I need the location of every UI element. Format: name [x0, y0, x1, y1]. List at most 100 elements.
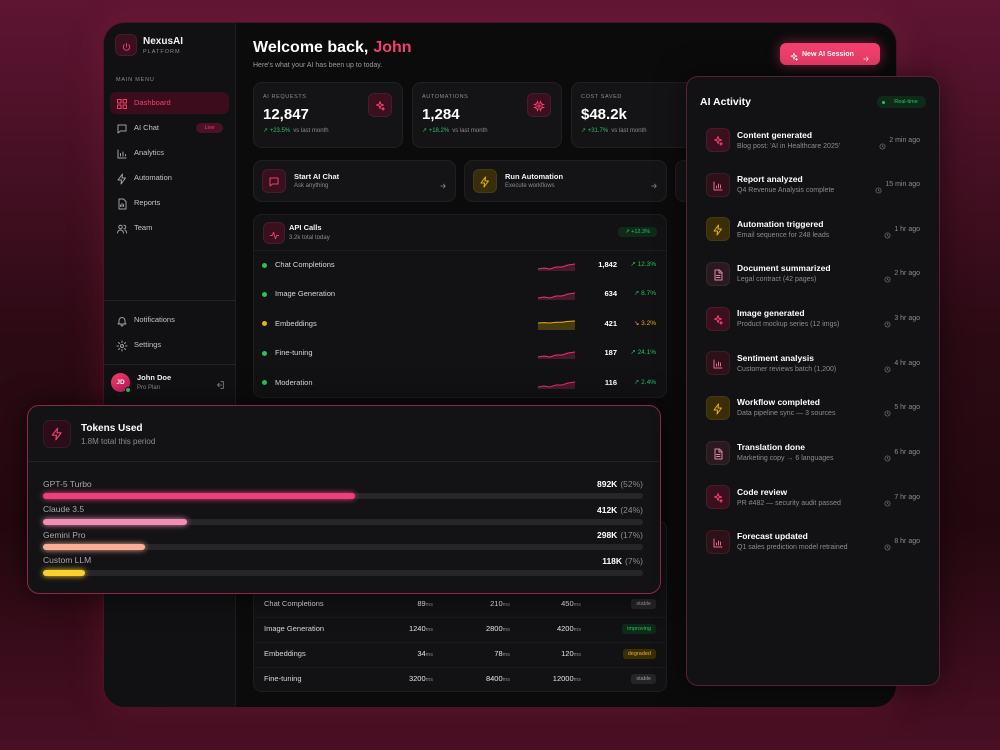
- api-row-change: ↗ 8.7%: [633, 290, 656, 298]
- sidebar-divider: [104, 364, 236, 365]
- sparkline-graphic: [537, 351, 576, 360]
- icon-glyph: [118, 198, 127, 210]
- sparkline-graphic: [537, 292, 576, 301]
- latency-cell: 2800ms: [310, 624, 510, 635]
- icon-glyph: [117, 173, 126, 185]
- tokens-title: Tokens Used: [81, 422, 143, 434]
- token-share: (24%): [620, 504, 643, 515]
- latency-value: 3200: [408, 674, 426, 683]
- token-share: (17%): [620, 530, 643, 540]
- nav-label: Reports: [134, 198, 161, 207]
- quick-action-card[interactable]: [253, 160, 456, 202]
- icon-glyph: [651, 183, 657, 189]
- latency-cell: 4200ms: [381, 624, 581, 635]
- activity-item-desc: Product mockup series (12 imgs): [737, 321, 840, 329]
- divider: [254, 250, 666, 251]
- icon: [116, 122, 128, 134]
- welcome-subtitle: Here's what your AI has been up to today…: [253, 61, 383, 69]
- nav-label: Team: [134, 223, 153, 232]
- icon-glyph: [116, 340, 128, 352]
- new-session-button[interactable]: [780, 43, 880, 65]
- activity-item-title: Image generated: [737, 308, 805, 319]
- activity-item-time: 1 hr ago: [894, 225, 920, 233]
- icon-glyph: [122, 42, 130, 51]
- quick-action-card[interactable]: [464, 160, 667, 202]
- icon-glyph: [51, 427, 62, 441]
- row-divider: [254, 666, 666, 668]
- latency-value: 34: [417, 649, 426, 658]
- icon: [712, 402, 724, 415]
- icon: [215, 377, 225, 389]
- token-model: Custom LLM: [43, 555, 92, 565]
- icon: [884, 360, 891, 373]
- icon: [268, 175, 280, 187]
- icon-glyph: [117, 224, 127, 234]
- action-title: Run Automation: [505, 172, 564, 181]
- icon-box: [706, 440, 730, 465]
- latency-cell: 3200ms: [233, 674, 433, 685]
- icon: [116, 314, 128, 327]
- icon-glyph: [884, 366, 891, 373]
- latency-unit: ms: [573, 652, 581, 658]
- icon-glyph: [714, 493, 723, 503]
- nav-label: Settings: [134, 340, 162, 349]
- token-bar: [43, 493, 355, 499]
- icon-glyph: [713, 403, 722, 415]
- icon-glyph: [117, 149, 127, 159]
- icon: [116, 172, 128, 185]
- token-model: Gemini Pro: [43, 529, 86, 540]
- sparkline: [537, 346, 576, 360]
- icon: [884, 538, 891, 551]
- icon: [374, 99, 386, 111]
- token-amount: 118K (7%): [243, 555, 643, 567]
- latency-name: Fine-tuning: [264, 674, 302, 683]
- latency-cell: 78ms: [310, 649, 510, 660]
- icon-glyph: [714, 269, 723, 281]
- icon-box: [706, 128, 730, 152]
- latency-unit: ms: [502, 677, 510, 683]
- activity-item-desc: Q4 Revenue Analysis complete: [737, 187, 835, 195]
- latency-value: 89: [417, 599, 426, 608]
- token-amount-value: 412K: [596, 504, 618, 515]
- action-title: Start AI Chat: [294, 172, 340, 181]
- icon-box: [706, 306, 730, 331]
- latency-value: 8400: [485, 674, 503, 683]
- brand-name: NexusAI: [143, 35, 184, 47]
- api-change: ↗ +12.3%: [625, 228, 650, 235]
- api-row-change: ↗ 24.1%: [630, 349, 656, 357]
- icon: [862, 50, 870, 62]
- stat-change: ↗ +23.5% vs last month: [263, 127, 329, 136]
- api-row-count: 634: [604, 289, 617, 299]
- latency-unit: ms: [425, 627, 433, 633]
- latency-unit: ms: [502, 627, 510, 633]
- api-row-change: ↘ 3.2%: [633, 319, 656, 327]
- icon: [116, 222, 128, 234]
- icon: [116, 147, 128, 159]
- api-row-name: Fine-tuning: [275, 348, 313, 358]
- icon: [116, 339, 128, 352]
- status-text: stable: [636, 601, 651, 607]
- icon: [712, 179, 724, 191]
- stat-change: ↗ +31.7% vs last month: [581, 127, 647, 136]
- tokens-panel: [27, 405, 661, 594]
- status-dot: [262, 380, 267, 386]
- activity-item-desc: Q1 sales prediction model retrained: [737, 544, 848, 552]
- activity-item-desc: Blog post: 'AI in Healthcare 2025': [737, 142, 841, 150]
- action-sub: Ask anything: [294, 183, 329, 189]
- api-calls-card: [253, 214, 667, 398]
- icon-glyph: [269, 177, 279, 187]
- row-divider: [254, 641, 666, 643]
- icon: [650, 177, 658, 189]
- icon: [712, 447, 724, 460]
- nav-item[interactable]: [110, 92, 229, 114]
- icon: [121, 40, 132, 51]
- sparkline-graphic: [537, 320, 576, 330]
- icon-glyph: [884, 500, 891, 507]
- welcome-heading: Welcome back, John: [253, 38, 412, 58]
- icon-glyph: [884, 544, 891, 551]
- icon: [884, 315, 891, 328]
- icon-glyph: [790, 52, 799, 61]
- icon: [712, 491, 724, 503]
- token-amount: 412K (24%): [243, 504, 643, 516]
- latency-value: 210: [490, 599, 503, 608]
